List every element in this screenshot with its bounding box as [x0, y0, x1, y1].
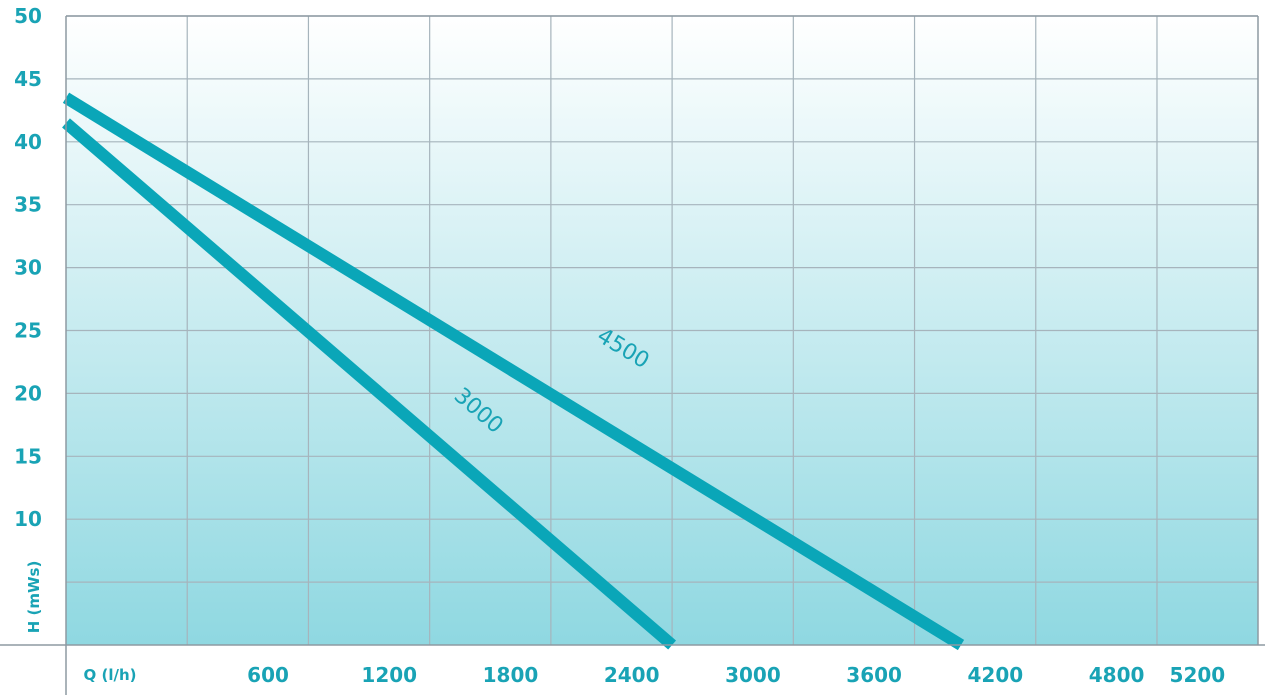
- y-tick-label-10: 10: [14, 507, 42, 531]
- y-tick-label-40: 40: [14, 130, 42, 154]
- x-tick-label-4800: 4800: [1089, 663, 1145, 687]
- y-tick-label-35: 35: [14, 193, 42, 217]
- series-line-3000: [62, 118, 677, 650]
- x-axis-label: Q (l/h): [84, 666, 137, 684]
- x-tick-label-1800: 1800: [483, 663, 539, 687]
- plot-frame: [0, 15, 1265, 695]
- x-tick-label-3600: 3600: [846, 663, 902, 687]
- y-tick-label-25: 25: [14, 319, 42, 343]
- x-axis-ticks: 600 1200 1800 2400 3000 3600 4200 4800 5200: [247, 663, 1225, 687]
- series: [62, 92, 965, 651]
- y-tick-label-20: 20: [14, 381, 42, 405]
- y-tick-label-30: 30: [14, 256, 42, 280]
- x-tick-label-2400: 2400: [604, 663, 660, 687]
- x-tick-label-3000: 3000: [725, 663, 781, 687]
- y-tick-label-45: 45: [14, 67, 42, 91]
- x-tick-label-600: 600: [247, 663, 289, 687]
- x-tick-label-4200: 4200: [968, 663, 1024, 687]
- y-tick-label-50: 50: [14, 4, 42, 28]
- y-axis-ticks: 10 15 20 25 30 35 40 45 50: [14, 4, 42, 531]
- y-tick-label-15: 15: [14, 444, 42, 468]
- x-tick-label-1200: 1200: [361, 663, 417, 687]
- series-line-4500: [62, 92, 965, 651]
- y-axis-label: H (mWs): [25, 561, 43, 634]
- x-tick-label-5200: 5200: [1170, 663, 1226, 687]
